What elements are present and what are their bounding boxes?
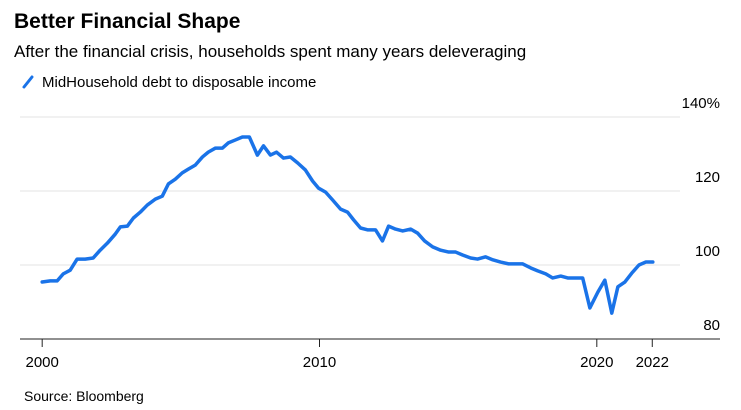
y-tick-label: 120: [695, 169, 720, 186]
y-tick-label: 100: [695, 243, 720, 260]
x-tick-label: 2022: [636, 354, 669, 371]
data-line: [40, 135, 655, 315]
chart-subtitle: After the financial crisis, households s…: [14, 42, 526, 61]
x-tick-label: 2000: [25, 354, 58, 371]
y-tick-label: 80: [703, 317, 720, 334]
chart-title: Better Financial Shape: [14, 10, 240, 33]
x-tick-label: 2010: [303, 354, 336, 371]
source: Source: Bloomberg: [24, 388, 144, 404]
x-tick-label: 2020: [580, 354, 613, 371]
legend-label: MidHousehold debt to disposable income: [42, 74, 316, 91]
legend-swatch: [22, 75, 34, 89]
y-tick-label: 140%: [682, 95, 720, 112]
